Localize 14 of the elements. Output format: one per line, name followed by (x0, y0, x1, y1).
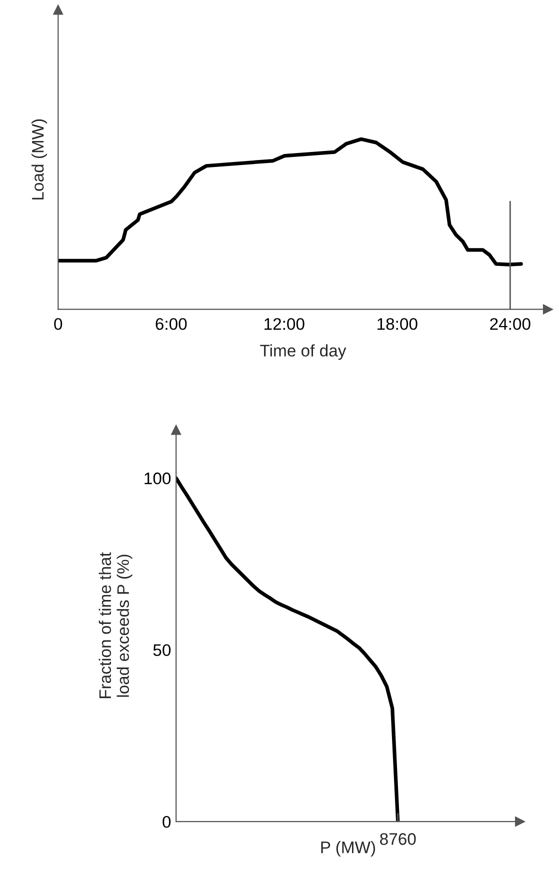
x-tick-label: 0 (54, 318, 62, 330)
y-tick-label: 100 (144, 472, 171, 484)
x-tick-label: 24:00 (490, 318, 530, 330)
y-axis-title: Fraction of time that load exceeds P (%) (98, 552, 132, 698)
line-series (176, 476, 400, 822)
text: 8760 (380, 833, 416, 845)
x-tick-label: 18:00 (378, 318, 418, 330)
x-axis-title: Time of day (260, 344, 346, 360)
x-tick-label: 6:00 (156, 318, 187, 330)
y-tick-label: 50 (153, 644, 171, 656)
x-axis-title: P (MW) (321, 841, 376, 857)
x-tick-label: 12:00 (264, 318, 304, 330)
y-axis-title: Load (MW) (31, 119, 48, 200)
y-tick-label: 0 (162, 816, 171, 828)
